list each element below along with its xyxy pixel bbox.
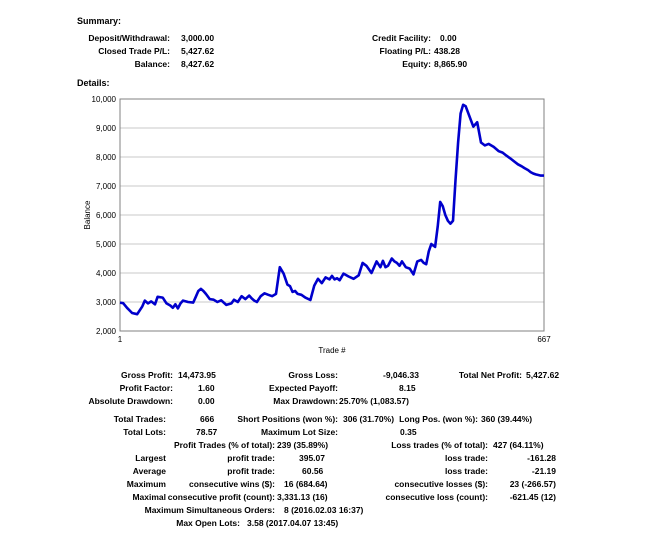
max-open-lots-label: Max Open Lots: bbox=[176, 518, 240, 528]
total-trades-label: Total Trades: bbox=[113, 414, 166, 424]
consecutive-loss-label: consecutive loss (count): bbox=[385, 492, 489, 502]
profit-factor-value: 1.60 bbox=[198, 383, 215, 393]
largest-label: Largest bbox=[135, 453, 166, 463]
max-lot-size-label: Maximum Lot Size: bbox=[261, 427, 338, 437]
max-simultaneous-orders-value: 8 (2016.02.03 16:37) bbox=[284, 505, 364, 515]
balance-chart: 2,000 3,000 4,000 5,000 6,000 7,000 8,000 9,000… bbox=[83, 95, 551, 355]
y-tick-label: 4,000 bbox=[96, 269, 117, 278]
net-profit-value: 5,427.62 bbox=[526, 370, 560, 380]
balance-value: 8,427.62 bbox=[181, 59, 215, 69]
short-positions-label: Short Positions (won %): bbox=[237, 414, 338, 424]
consecutive-wins-label: consecutive wins ($): bbox=[189, 479, 275, 489]
consecutive-profit-label: consecutive profit (count): bbox=[167, 492, 275, 502]
expected-payoff-value: 8.15 bbox=[399, 383, 416, 393]
balance-label: Balance: bbox=[134, 59, 170, 69]
x-tick-label: 667 bbox=[537, 335, 551, 344]
y-axis-label: Balance bbox=[83, 200, 92, 229]
short-positions-value: 306 (31.70%) bbox=[343, 414, 395, 424]
gross-profit-label: Gross Profit: bbox=[121, 370, 173, 380]
y-tick-label: 7,000 bbox=[96, 182, 117, 191]
total-trades-value: 666 bbox=[200, 414, 215, 424]
floating-pl-label: Floating P/L: bbox=[379, 46, 431, 56]
consecutive-loss-value: -621.45 (12) bbox=[509, 492, 556, 502]
expected-payoff-label: Expected Payoff: bbox=[269, 383, 338, 393]
largest-loss-trade-label: loss trade: bbox=[445, 453, 488, 463]
net-profit-label: Total Net Profit: bbox=[458, 370, 522, 380]
total-lots-label: Total Lots: bbox=[123, 427, 166, 437]
deposit-value: 3,000.00 bbox=[181, 33, 215, 43]
loss-trades-label: Loss trades (% of total): bbox=[391, 440, 488, 450]
details-heading: Details: bbox=[77, 78, 110, 88]
maximum-label: Maximum bbox=[126, 479, 166, 489]
long-positions-label: Long Pos. (won %): bbox=[399, 414, 478, 424]
credit-value: 0.00 bbox=[440, 33, 457, 43]
profit-trades-value: 239 (35.89%) bbox=[277, 440, 329, 450]
equity-value: 8,865.90 bbox=[434, 59, 468, 69]
summary-heading: Summary: bbox=[77, 16, 122, 26]
x-tick-label: 1 bbox=[118, 335, 123, 344]
long-positions-value: 360 (39.44%) bbox=[481, 414, 533, 424]
max-simultaneous-orders-label: Maximum Simultaneous Orders: bbox=[144, 505, 275, 515]
balance-series-line bbox=[119, 103, 544, 316]
absolute-drawdown-value: 0.00 bbox=[198, 396, 215, 406]
y-tick-label: 9,000 bbox=[96, 124, 117, 133]
max-drawdown-value: 25.70% (1,083.57) bbox=[339, 396, 409, 406]
closed-pl-label: Closed Trade P/L: bbox=[98, 46, 170, 56]
largest-profit-trade-value: 395.07 bbox=[299, 453, 325, 463]
deposit-label: Deposit/Withdrawal: bbox=[88, 33, 170, 43]
consecutive-profit-value: 3,331.13 (16) bbox=[277, 492, 328, 502]
profit-factor-label: Profit Factor: bbox=[119, 383, 173, 393]
total-lots-value: 78.57 bbox=[196, 427, 218, 437]
y-tick-label: 2,000 bbox=[96, 327, 117, 336]
gross-loss-value: -9,046.33 bbox=[383, 370, 419, 380]
average-profit-trade-value: 60.56 bbox=[302, 466, 324, 476]
maximal-label: Maximal bbox=[132, 492, 166, 502]
floating-pl-value: 438.28 bbox=[434, 46, 460, 56]
x-axis-label: Trade # bbox=[318, 346, 346, 355]
loss-trades-value: 427 (64.11%) bbox=[493, 440, 544, 450]
max-open-lots-value: 3.58 (2017.04.07 13:45) bbox=[247, 518, 339, 528]
consecutive-losses-value: 23 (-266.57) bbox=[509, 479, 556, 489]
max-lot-size-value: 0.35 bbox=[400, 427, 417, 437]
average-loss-trade-label: loss trade: bbox=[445, 466, 488, 476]
largest-profit-trade-label: profit trade: bbox=[227, 453, 275, 463]
average-profit-trade-label: profit trade: bbox=[227, 466, 275, 476]
equity-label: Equity: bbox=[402, 59, 431, 69]
consecutive-wins-value: 16 (684.64) bbox=[284, 479, 328, 489]
closed-pl-value: 5,427.62 bbox=[181, 46, 215, 56]
y-tick-label: 10,000 bbox=[92, 95, 117, 104]
profit-trades-label: Profit Trades (% of total): bbox=[173, 440, 275, 450]
largest-loss-trade-value: -161.28 bbox=[527, 453, 556, 463]
max-drawdown-label: Max Drawdown: bbox=[273, 396, 338, 406]
average-loss-trade-value: -21.19 bbox=[531, 466, 556, 476]
y-tick-label: 8,000 bbox=[96, 153, 117, 162]
y-tick-label: 5,000 bbox=[96, 240, 117, 249]
consecutive-losses-label: consecutive losses ($): bbox=[394, 479, 488, 489]
gross-loss-label: Gross Loss: bbox=[288, 370, 338, 380]
gross-profit-value: 14,473.95 bbox=[178, 370, 216, 380]
average-label: Average bbox=[132, 466, 166, 476]
y-tick-label: 6,000 bbox=[96, 211, 117, 220]
y-tick-label: 3,000 bbox=[96, 298, 117, 307]
absolute-drawdown-label: Absolute Drawdown: bbox=[88, 396, 173, 406]
plot-frame bbox=[119, 98, 545, 332]
credit-label: Credit Facility: bbox=[371, 33, 431, 43]
